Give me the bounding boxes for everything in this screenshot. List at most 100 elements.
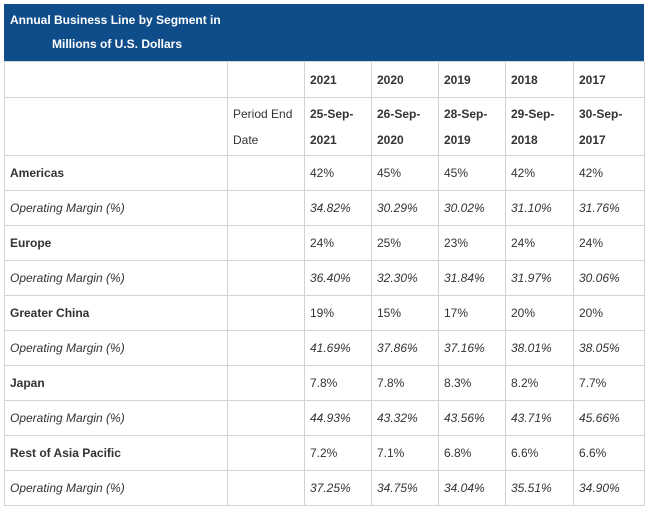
blank-cell bbox=[4, 97, 228, 156]
blank-cell bbox=[227, 260, 305, 296]
value-cell: 41.69% bbox=[304, 330, 372, 366]
value-cell: 6.6% bbox=[573, 435, 645, 471]
period-end-cell: 30-Sep- 2017 bbox=[573, 97, 645, 156]
period-end-year: 2018 bbox=[511, 132, 538, 147]
year-header: 2017 bbox=[573, 61, 645, 98]
blank-cell bbox=[227, 155, 305, 191]
value-cell: 17% bbox=[438, 295, 506, 331]
period-end-year: 2017 bbox=[579, 132, 606, 147]
table-title-bar: Annual Business Line by Segment in Milli… bbox=[4, 4, 644, 61]
year-header-row: 2021 2020 2019 2018 2017 bbox=[4, 61, 645, 98]
blank-cell bbox=[227, 225, 305, 261]
value-cell: 43.32% bbox=[371, 400, 439, 436]
period-end-day: 26-Sep- bbox=[377, 106, 421, 121]
operating-margin-row: Operating Margin (%) 44.93% 43.32% 43.56% 43… bbox=[4, 400, 645, 436]
value-cell: 45% bbox=[438, 155, 506, 191]
blank-cell bbox=[227, 365, 305, 401]
value-cell: 20% bbox=[573, 295, 645, 331]
period-end-year: 2021 bbox=[310, 132, 337, 147]
value-cell: 24% bbox=[573, 225, 645, 261]
segment-row: Americas 42% 45% 45% 42% 42% bbox=[4, 155, 645, 191]
blank-cell bbox=[227, 190, 305, 226]
period-end-day: 29-Sep- bbox=[511, 106, 555, 121]
value-cell: 35.51% bbox=[505, 470, 574, 506]
value-cell: 7.8% bbox=[304, 365, 372, 401]
value-cell: 42% bbox=[304, 155, 372, 191]
operating-margin-label: Operating Margin (%) bbox=[4, 260, 228, 296]
value-cell: 36.40% bbox=[304, 260, 372, 296]
operating-margin-row: Operating Margin (%) 34.82% 30.29% 30.02% 31… bbox=[4, 190, 645, 226]
operating-margin-row: Operating Margin (%) 37.25% 34.75% 34.04% 35… bbox=[4, 470, 645, 506]
period-end-label-line-1: Period End bbox=[233, 106, 293, 121]
value-cell: 34.75% bbox=[371, 470, 439, 506]
value-cell: 31.84% bbox=[438, 260, 506, 296]
value-cell: 7.2% bbox=[304, 435, 372, 471]
value-cell: 31.76% bbox=[573, 190, 645, 226]
operating-margin-row: Operating Margin (%) 36.40% 32.30% 31.84% 31… bbox=[4, 260, 645, 296]
segment-row: Europe 24% 25% 23% 24% 24% bbox=[4, 225, 645, 261]
period-end-cell: 26-Sep- 2020 bbox=[371, 97, 439, 156]
value-cell: 19% bbox=[304, 295, 372, 331]
value-cell: 42% bbox=[573, 155, 645, 191]
segment-label: Americas bbox=[4, 155, 228, 191]
operating-margin-label: Operating Margin (%) bbox=[4, 470, 228, 506]
year-header: 2018 bbox=[505, 61, 574, 98]
value-cell: 7.7% bbox=[573, 365, 645, 401]
blank-cell bbox=[227, 330, 305, 366]
blank-cell bbox=[4, 61, 228, 98]
value-cell: 37.86% bbox=[371, 330, 439, 366]
value-cell: 8.2% bbox=[505, 365, 574, 401]
operating-margin-row: Operating Margin (%) 41.69% 37.86% 37.16% 38… bbox=[4, 330, 645, 366]
segment-label: Greater China bbox=[4, 295, 228, 331]
value-cell: 23% bbox=[438, 225, 506, 261]
value-cell: 34.04% bbox=[438, 470, 506, 506]
value-cell: 45.66% bbox=[573, 400, 645, 436]
value-cell: 30.02% bbox=[438, 190, 506, 226]
value-cell: 34.82% bbox=[304, 190, 372, 226]
blank-cell bbox=[227, 435, 305, 471]
year-header: 2020 bbox=[371, 61, 439, 98]
segment-row: Rest of Asia Pacific 7.2% 7.1% 6.8% 6.6% 6.6% bbox=[4, 435, 645, 471]
value-cell: 38.05% bbox=[573, 330, 645, 366]
period-end-label: Period End Date bbox=[227, 97, 305, 156]
blank-cell bbox=[227, 295, 305, 331]
value-cell: 45% bbox=[371, 155, 439, 191]
value-cell: 30.06% bbox=[573, 260, 645, 296]
value-cell: 31.97% bbox=[505, 260, 574, 296]
segment-row: Japan 7.8% 7.8% 8.3% 8.2% 7.7% bbox=[4, 365, 645, 401]
year-header: 2021 bbox=[304, 61, 372, 98]
blank-cell bbox=[227, 470, 305, 506]
period-end-day: 25-Sep- bbox=[310, 106, 354, 121]
period-end-cell: 29-Sep- 2018 bbox=[505, 97, 574, 156]
value-cell: 42% bbox=[505, 155, 574, 191]
value-cell: 25% bbox=[371, 225, 439, 261]
segment-table: 2021 2020 2019 2018 2017 Period End Date… bbox=[4, 61, 645, 506]
operating-margin-label: Operating Margin (%) bbox=[4, 190, 228, 226]
blank-cell bbox=[227, 400, 305, 436]
period-end-row: Period End Date 25-Sep- 2021 26-Sep- 202… bbox=[4, 97, 645, 156]
value-cell: 43.71% bbox=[505, 400, 574, 436]
value-cell: 15% bbox=[371, 295, 439, 331]
year-header: 2019 bbox=[438, 61, 506, 98]
operating-margin-label: Operating Margin (%) bbox=[4, 330, 228, 366]
value-cell: 24% bbox=[304, 225, 372, 261]
value-cell: 6.6% bbox=[505, 435, 574, 471]
period-end-label-line-2: Date bbox=[233, 132, 259, 147]
operating-margin-label: Operating Margin (%) bbox=[4, 400, 228, 436]
value-cell: 38.01% bbox=[505, 330, 574, 366]
period-end-year: 2019 bbox=[444, 132, 471, 147]
segment-label: Rest of Asia Pacific bbox=[4, 435, 228, 471]
value-cell: 32.30% bbox=[371, 260, 439, 296]
value-cell: 6.8% bbox=[438, 435, 506, 471]
period-end-cell: 28-Sep- 2019 bbox=[438, 97, 506, 156]
segment-table-panel: Annual Business Line by Segment in Milli… bbox=[4, 4, 645, 506]
value-cell: 37.16% bbox=[438, 330, 506, 366]
blank-cell bbox=[227, 61, 305, 98]
table-title-line-1: Annual Business Line by Segment in bbox=[10, 13, 221, 27]
period-end-year: 2020 bbox=[377, 132, 404, 147]
segment-label: Japan bbox=[4, 365, 228, 401]
value-cell: 8.3% bbox=[438, 365, 506, 401]
segment-label: Europe bbox=[4, 225, 228, 261]
value-cell: 24% bbox=[505, 225, 574, 261]
value-cell: 34.90% bbox=[573, 470, 645, 506]
